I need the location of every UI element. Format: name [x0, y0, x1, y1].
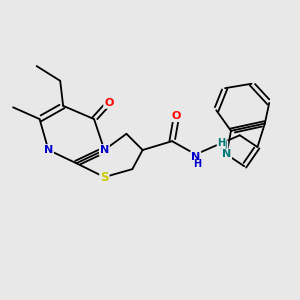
- Text: S: S: [100, 171, 109, 184]
- Text: O: O: [104, 98, 113, 108]
- Text: N: N: [191, 152, 200, 162]
- Text: H: H: [219, 141, 227, 151]
- Text: N: N: [100, 145, 109, 155]
- Text: O: O: [172, 111, 181, 121]
- Text: N: N: [222, 149, 231, 159]
- Text: H: H: [193, 159, 201, 169]
- Text: H: H: [217, 138, 225, 148]
- Text: N: N: [44, 145, 53, 155]
